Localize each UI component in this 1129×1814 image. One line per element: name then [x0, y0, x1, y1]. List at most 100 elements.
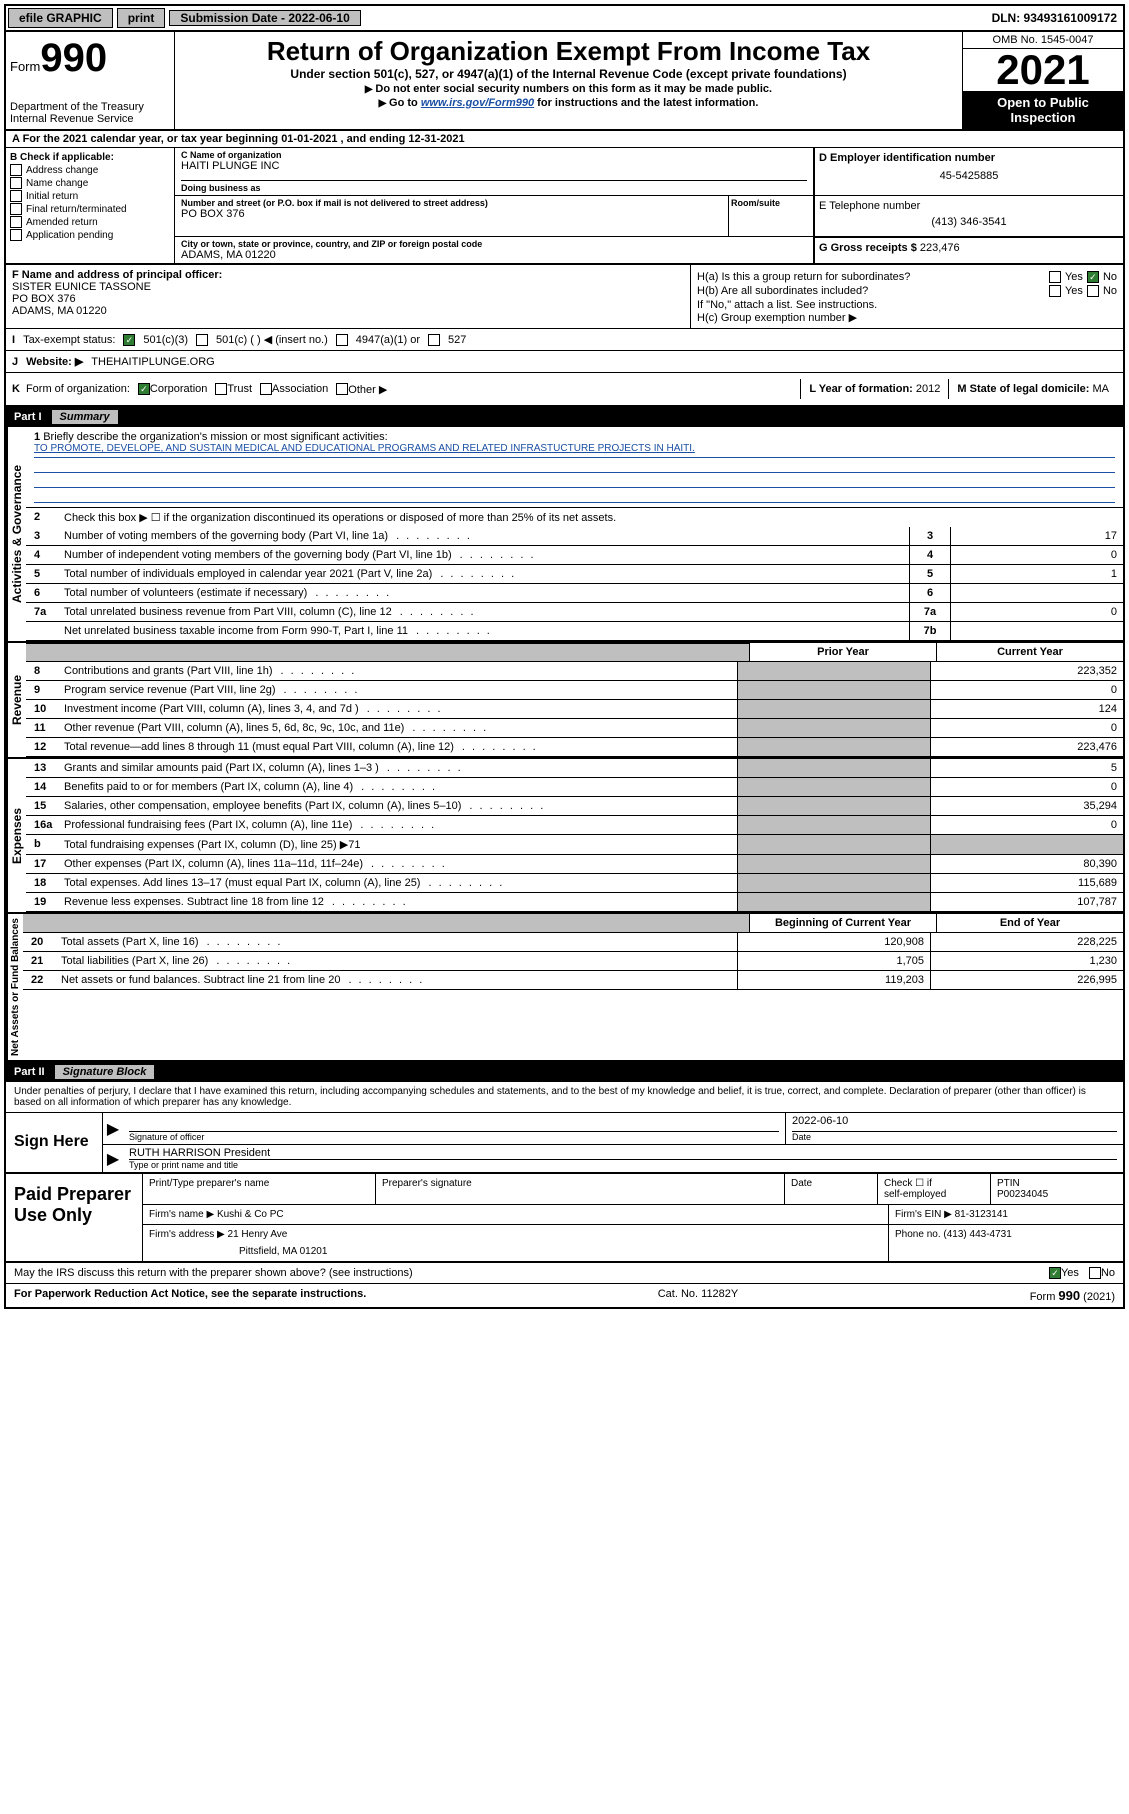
discuss-yes-chk[interactable]: [1049, 1267, 1061, 1279]
firm-ein: 81-3123141: [955, 1209, 1008, 1220]
row-i: I Tax-exempt status: 501(c)(3) 501(c) ( …: [6, 329, 1123, 351]
gross-label: G Gross receipts $: [819, 242, 917, 254]
footer-row: For Paperwork Reduction Act Notice, see …: [6, 1284, 1123, 1307]
officer-addr2: ADAMS, MA 01220: [12, 305, 684, 317]
hb-no-chk[interactable]: [1087, 285, 1099, 297]
chk-4947[interactable]: [336, 334, 348, 346]
addr-label: Number and street (or P.O. box if mail i…: [181, 198, 722, 208]
chk-final-return[interactable]: [10, 203, 22, 215]
org-name-label: C Name of organization: [181, 150, 807, 160]
sig-date: 2022-06-10: [792, 1115, 1117, 1132]
net-vert-label: Net Assets or Fund Balances: [6, 914, 23, 1060]
section-bcdeg: B Check if applicable: Address change Na…: [6, 148, 1123, 265]
firm-addr2: Pittsfield, MA 01201: [149, 1240, 882, 1257]
form-ref: Form 990 (2021): [1030, 1288, 1115, 1303]
firm-addr1: 21 Henry Ave: [228, 1229, 288, 1240]
chk-501c3[interactable]: [123, 334, 135, 346]
rev-block: Revenue Prior Year Current Year 8Contrib…: [6, 643, 1123, 759]
dba-label: Doing business as: [181, 180, 807, 193]
prior-year-header: Prior Year: [749, 643, 936, 661]
chk-501c[interactable]: [196, 334, 208, 346]
begin-year-header: Beginning of Current Year: [749, 914, 936, 932]
col-b: B Check if applicable: Address change Na…: [6, 148, 175, 263]
chk-amended[interactable]: [10, 216, 22, 228]
form-number: 990: [40, 36, 107, 80]
rev-vert-label: Revenue: [6, 643, 26, 757]
paid-preparer-block: Paid Preparer Use Only Print/Type prepar…: [6, 1174, 1123, 1263]
summary-row: 14Benefits paid to or for members (Part …: [26, 778, 1123, 797]
irs-link[interactable]: www.irs.gov/Form990: [421, 97, 534, 109]
sig-date-label: Date: [792, 1132, 1117, 1142]
print-button[interactable]: print: [117, 8, 166, 28]
exp-block: Expenses 13Grants and similar amounts pa…: [6, 759, 1123, 914]
summary-row: 12Total revenue—add lines 8 through 11 (…: [26, 738, 1123, 757]
top-bar: efile GRAPHIC print Submission Date - 20…: [6, 6, 1123, 32]
summary-row: 21Total liabilities (Part X, line 26) 1,…: [23, 952, 1123, 971]
chk-app-pending[interactable]: [10, 229, 22, 241]
part-ii-header: Part II Signature Block: [6, 1062, 1123, 1082]
phone-label: E Telephone number: [819, 200, 1119, 212]
gov-vert-label: Activities & Governance: [6, 427, 26, 641]
chk-trust[interactable]: [215, 383, 227, 395]
sig-arrow-icon: ▶: [103, 1113, 123, 1144]
summary-row: 9Program service revenue (Part VIII, lin…: [26, 681, 1123, 700]
col-b-title: B Check if applicable:: [10, 152, 170, 163]
row-a-tax-year: A For the 2021 calendar year, or tax yea…: [6, 131, 1123, 148]
hb-yes-chk[interactable]: [1049, 285, 1061, 297]
tax-year: 2021: [963, 49, 1123, 91]
summary-row: 4Number of independent voting members of…: [26, 546, 1123, 565]
chk-initial-return[interactable]: [10, 190, 22, 202]
dept-irs: Internal Revenue Service: [10, 113, 170, 125]
col-d: D Employer identification number 45-5425…: [814, 148, 1123, 195]
summary-row: 7aTotal unrelated business revenue from …: [26, 603, 1123, 622]
row-j: J Website: ▶ THEHAITIPLUNGE.ORG: [6, 351, 1123, 373]
summary-row: 10Investment income (Part VIII, column (…: [26, 700, 1123, 719]
mission-text: TO PROMOTE, DEVELOPE, AND SUSTAIN MEDICA…: [34, 443, 1115, 458]
open-public: Open to Public Inspection: [963, 91, 1123, 129]
efile-graphic-label: efile GRAPHIC: [8, 8, 113, 28]
phone-value: (413) 346-3541: [819, 212, 1119, 232]
summary-row: 15Salaries, other compensation, employee…: [26, 797, 1123, 816]
discuss-no-chk[interactable]: [1089, 1267, 1101, 1279]
chk-527[interactable]: [428, 334, 440, 346]
summary-row: 16aProfessional fundraising fees (Part I…: [26, 816, 1123, 835]
hb-note: If "No," attach a list. See instructions…: [697, 299, 1117, 311]
chk-name-change[interactable]: [10, 177, 22, 189]
dln-label: DLN: 93493161009172: [992, 11, 1123, 25]
prep-date-hdr: Date: [785, 1174, 878, 1204]
form-title: Return of Organization Exempt From Incom…: [183, 36, 954, 67]
paperwork-notice: For Paperwork Reduction Act Notice, see …: [14, 1288, 366, 1303]
summary-row: 6Total number of volunteers (estimate if…: [26, 584, 1123, 603]
org-name: HAITI PLUNGE INC: [181, 160, 807, 172]
prep-name-hdr: Print/Type preparer's name: [143, 1174, 376, 1204]
chk-address-change[interactable]: [10, 164, 22, 176]
ha-yes-chk[interactable]: [1049, 271, 1061, 283]
chk-assoc[interactable]: [260, 383, 272, 395]
state-domicile: MA: [1093, 383, 1110, 395]
header-center: Return of Organization Exempt From Incom…: [175, 32, 962, 129]
chk-other[interactable]: [336, 383, 348, 395]
col-c: C Name of organization HAITI PLUNGE INC …: [175, 148, 1123, 263]
gov-block: Activities & Governance 1 Briefly descri…: [6, 427, 1123, 643]
end-year-header: End of Year: [936, 914, 1123, 932]
chk-corp[interactable]: [138, 383, 150, 395]
current-year-header: Current Year: [936, 643, 1123, 661]
officer-addr1: PO BOX 376: [12, 293, 684, 305]
line-1: 1 Briefly describe the organization's mi…: [26, 427, 1123, 508]
ein-label: D Employer identification number: [819, 152, 1119, 164]
name-title-label: Type or print name and title: [129, 1160, 1117, 1170]
city-value: ADAMS, MA 01220: [181, 249, 807, 261]
summary-row: 11Other revenue (Part VIII, column (A), …: [26, 719, 1123, 738]
prep-sig-hdr: Preparer's signature: [376, 1174, 785, 1204]
summary-row: 13Grants and similar amounts paid (Part …: [26, 759, 1123, 778]
net-block: Net Assets or Fund Balances Beginning of…: [6, 914, 1123, 1062]
discuss-row: May the IRS discuss this return with the…: [6, 1263, 1123, 1284]
summary-row: 20Total assets (Part X, line 16) 120,908…: [23, 933, 1123, 952]
city-label: City or town, state or province, country…: [181, 239, 807, 249]
sig-officer-label: Signature of officer: [129, 1132, 779, 1142]
ha-no-chk[interactable]: [1087, 271, 1099, 283]
instr-1: Do not enter social security numbers on …: [183, 83, 954, 95]
website-value: THEHAITIPLUNGE.ORG: [91, 356, 214, 368]
officer-name-title: RUTH HARRISON President: [129, 1147, 1117, 1160]
hc-label: H(c) Group exemption number ▶: [697, 311, 1117, 324]
